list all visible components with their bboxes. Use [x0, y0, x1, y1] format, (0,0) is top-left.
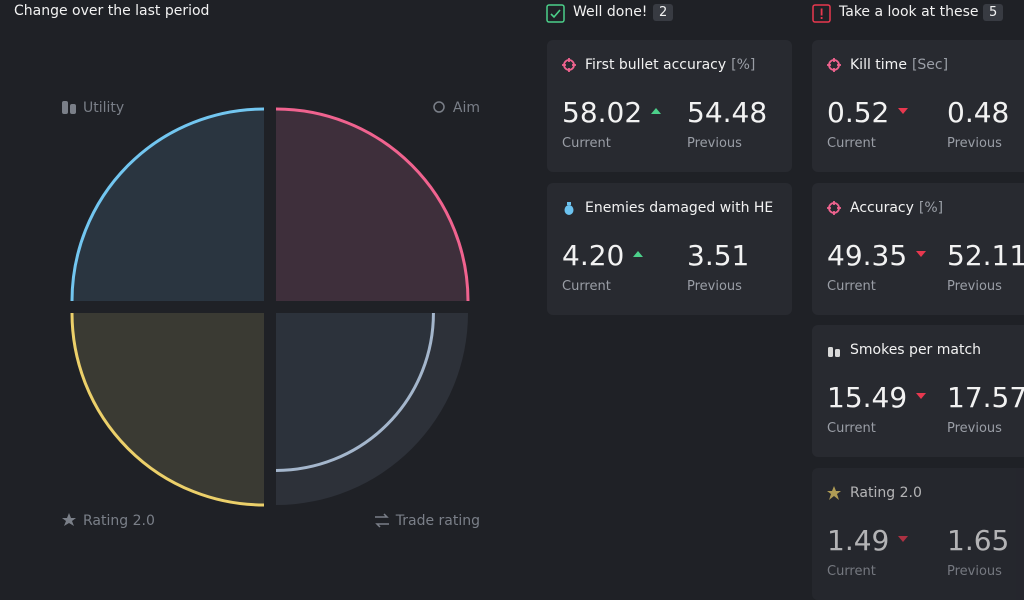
quadrant-chart: Utility Aim Rating 2.0 Trade rating [62, 100, 480, 529]
previous-label: Previous [687, 136, 742, 151]
card-icon [564, 201, 574, 215]
current-value: 0.52 [827, 96, 890, 129]
current-value: 58.02 [562, 96, 643, 129]
quadrant-fill [276, 109, 468, 301]
aim-icon [433, 101, 445, 113]
trend-arrow [916, 250, 926, 257]
metric-name: Smokes per match [850, 342, 982, 358]
current-label: Current [827, 563, 876, 579]
current-value: 49.35 [827, 238, 908, 272]
quadrant-fill [276, 313, 434, 471]
metric-name: First bullet accuracy [585, 57, 727, 73]
quadrant-arc [275, 107, 470, 302]
count-badge: 2 [653, 4, 674, 21]
metric-name: Accuracy [850, 199, 914, 216]
metric-unit: [Sec] [911, 57, 949, 73]
quadrant-label: Aim [453, 100, 480, 116]
card-icon [827, 200, 841, 215]
metric-name: Kill time [850, 57, 907, 73]
previous-value: 52.11 [947, 238, 1024, 272]
card-icon [828, 347, 840, 357]
stat-card: First bullet accuracy [%] 58.02 54.48 Curren… [547, 40, 792, 172]
quadrant-label: Utility [83, 100, 124, 116]
current-label: Current [827, 136, 876, 151]
card-title: Kill time [Sec] [850, 57, 948, 73]
quadrant-arc [70, 312, 265, 507]
current-label: Current [562, 136, 611, 151]
page: Change over the last period Utility Aim Ra… [14, 3, 1024, 579]
utility-icon [62, 101, 68, 114]
count-badge: 5 [983, 4, 1004, 21]
metric-name: Rating 2.0 [850, 484, 922, 501]
stat-card: Rating 2.0 1.49 1.65 Current Previous [812, 467, 1024, 600]
card-icon [827, 485, 841, 500]
previous-value: 17.57 [947, 381, 1024, 414]
previous-label: Previous [947, 421, 1002, 436]
previous-value: 54.48 [687, 96, 768, 129]
current-value: 4.20 [562, 238, 625, 272]
card-title: Smokes per match [850, 342, 981, 358]
previous-label: Previous [687, 278, 742, 294]
card-title: Accuracy [%] [850, 200, 943, 216]
quadrant-label: Rating 2.0 [83, 513, 155, 529]
card-icon [562, 58, 576, 72]
quadrant-label: Trade rating [395, 513, 480, 529]
trade-icon [375, 513, 389, 528]
previous-label: Previous [947, 136, 1002, 151]
section-title: Take a look at these [839, 4, 979, 20]
section-title: Well done! [573, 4, 648, 20]
current-label: Current [827, 278, 876, 294]
current-label: Current [827, 421, 876, 436]
trend-arrow [633, 250, 643, 257]
stat-card: Accuracy [%] 49.35 52.11 Current Previous [812, 182, 1024, 315]
trend-arrow [916, 393, 926, 399]
previous-value: 0.48 [947, 96, 1010, 129]
card-title: Enemies damaged with HE [585, 200, 773, 216]
stat-card: Kill time [Sec] 0.52 0.48 Current Previous [812, 40, 1024, 172]
quadrant-fill [72, 313, 264, 505]
quadrant-arc [70, 107, 265, 302]
previous-value: 1.65 [947, 523, 1010, 557]
previous-label: Previous [947, 278, 1002, 294]
card-title: First bullet accuracy [%] [585, 57, 755, 73]
check-icon [546, 4, 565, 23]
card-title: Rating 2.0 [850, 485, 922, 501]
quadrant-arc [275, 312, 435, 472]
metric-unit: [%] [918, 199, 944, 216]
previous-label: Previous [947, 563, 1002, 579]
utility-icon [70, 104, 76, 114]
card-icon [827, 58, 841, 72]
trend-arrow [898, 108, 908, 114]
current-value: 15.49 [827, 381, 908, 414]
metric-unit: [%] [731, 57, 756, 73]
panel-title: Change over the last period [14, 3, 210, 19]
stat-card: Enemies damaged with HE 4.20 3.51 Current Pr… [547, 182, 792, 315]
star-icon [62, 513, 76, 526]
stat-card: Smokes per match 15.49 17.57 Current Previou… [812, 325, 1024, 457]
previous-value: 3.51 [687, 238, 750, 272]
metric-name: Enemies damaged with HE [585, 199, 774, 216]
trend-arrow [898, 535, 908, 542]
current-value: 1.49 [827, 523, 890, 557]
current-label: Current [562, 278, 611, 294]
warning-icon [812, 4, 831, 23]
quadrant-fill [72, 109, 264, 301]
trend-arrow [651, 108, 661, 114]
